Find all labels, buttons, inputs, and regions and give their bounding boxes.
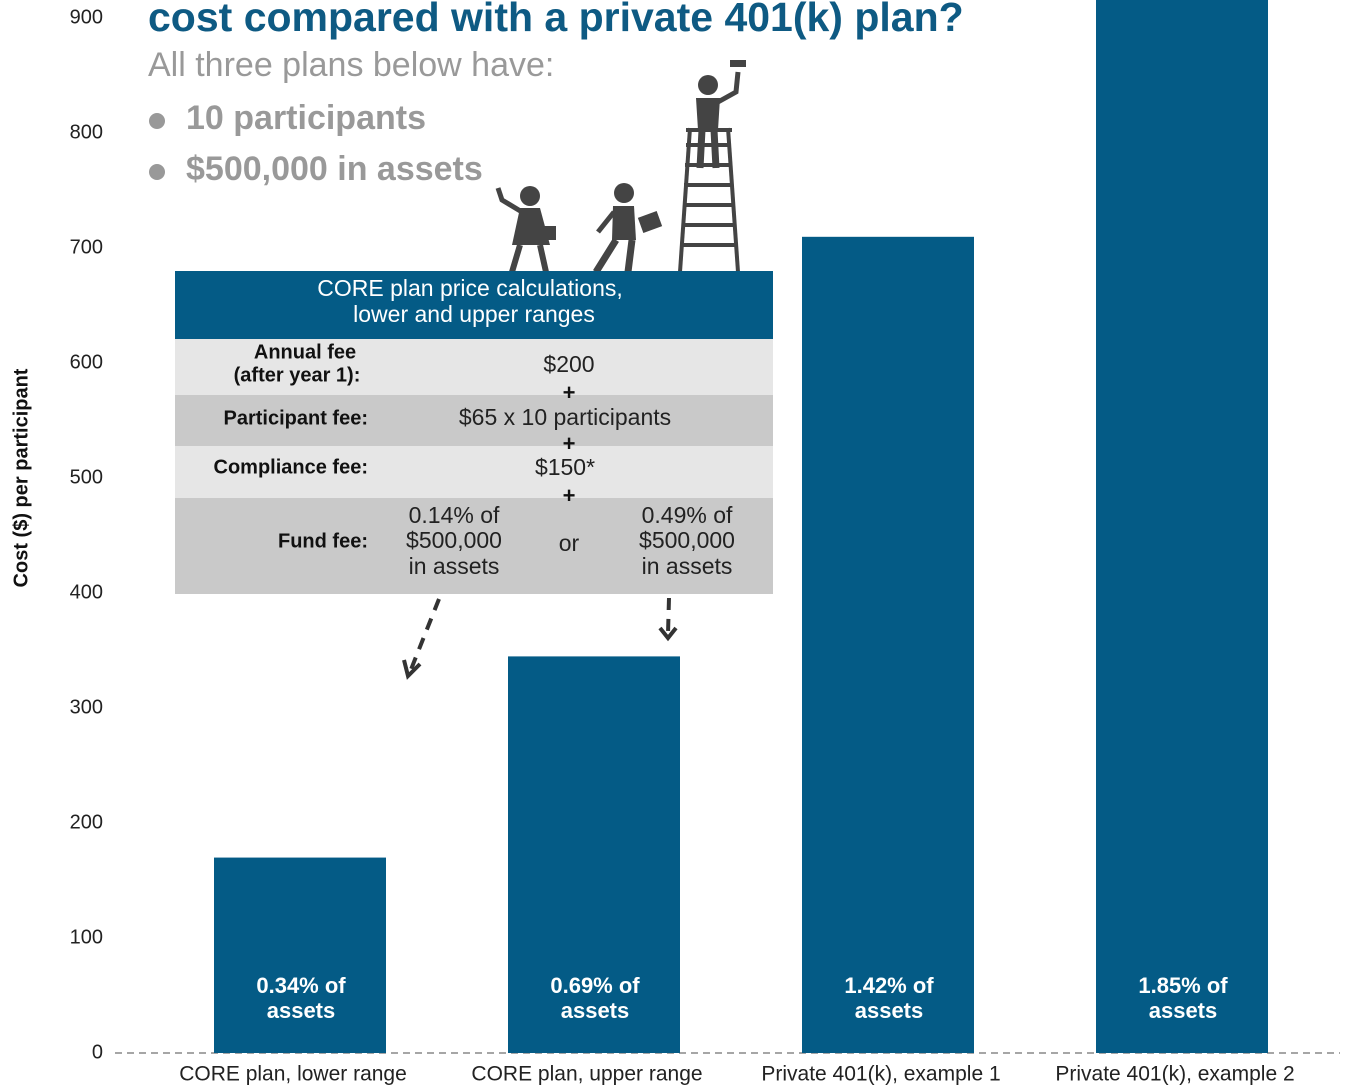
bars	[214, 0, 1268, 1053]
fund-high: in assets	[642, 553, 733, 579]
bar	[508, 656, 680, 1053]
row-label: Fund fee:	[278, 530, 368, 552]
operator: +	[563, 483, 576, 508]
y-tick-label: 700	[70, 237, 103, 259]
inset-table: CORE plan price calculations, lower and …	[175, 271, 773, 594]
fund-high: $500,000	[639, 527, 735, 553]
bar-label: 0.69% of	[550, 973, 640, 998]
bar	[802, 236, 974, 1053]
y-tick-label: 200	[70, 811, 103, 833]
inset-title: CORE plan price calculations,	[317, 275, 623, 301]
operator: +	[563, 380, 576, 405]
y-tick-label: 500	[70, 466, 103, 488]
row-value: $65 x 10 participants	[459, 404, 671, 430]
bar-label: assets	[267, 998, 336, 1023]
bar-label: assets	[855, 998, 924, 1023]
row-bg	[175, 395, 773, 446]
bar-label: assets	[561, 998, 630, 1023]
row-value: $200	[543, 351, 594, 377]
operator: +	[563, 431, 576, 456]
fund-high: 0.49% of	[642, 502, 733, 528]
y-axis-label: Cost ($) per participant	[10, 368, 32, 587]
y-tick-label: 800	[70, 122, 103, 144]
fund-or: or	[559, 530, 580, 556]
y-tick-label: 400	[70, 581, 103, 603]
y-tick-label: 100	[70, 926, 103, 948]
bullet-dot	[149, 164, 165, 180]
bullet: 10 participants	[186, 99, 426, 137]
row-label: Compliance fee:	[214, 456, 368, 478]
bar-label: 1.42% of	[844, 973, 934, 998]
x-tick-label: Private 401(k), example 2	[1055, 1063, 1294, 1086]
bar	[214, 857, 386, 1053]
y-tick-label: 0	[92, 1041, 103, 1063]
bullet: $500,000 in assets	[186, 150, 483, 188]
fund-low: 0.14% of	[409, 502, 500, 528]
row-label: Participant fee:	[224, 407, 368, 429]
inset-header	[175, 271, 773, 339]
subtitle: All three plans below have:	[148, 46, 554, 84]
fund-low: in assets	[409, 553, 500, 579]
y-tick-label: 600	[70, 352, 103, 374]
x-tick-label: Private 401(k), example 1	[761, 1063, 1000, 1086]
icons	[495, 60, 746, 274]
row-bg	[175, 446, 773, 498]
x-tick-label: CORE plan, upper range	[471, 1063, 702, 1086]
row-bg	[175, 339, 773, 395]
row-bg	[175, 498, 773, 594]
bar	[1096, 0, 1268, 1053]
fund-low: $500,000	[406, 527, 502, 553]
bar-label: assets	[1149, 998, 1218, 1023]
bar-label: 0.34% of	[256, 973, 346, 998]
y-tick-label: 300	[70, 696, 103, 718]
chart-title: cost compared with a private 401(k) plan…	[148, 0, 964, 40]
arrows	[402, 597, 678, 680]
row-label: (after year 1):	[234, 364, 361, 386]
row-label: Annual fee	[254, 341, 356, 363]
row-value: $150*	[535, 454, 595, 480]
inset-title: lower and upper ranges	[353, 301, 595, 327]
y-tick-label: 900	[70, 7, 103, 29]
bullet-dot	[149, 113, 165, 129]
x-tick-label: CORE plan, lower range	[179, 1063, 407, 1086]
bar-label: 1.85% of	[1138, 973, 1228, 998]
